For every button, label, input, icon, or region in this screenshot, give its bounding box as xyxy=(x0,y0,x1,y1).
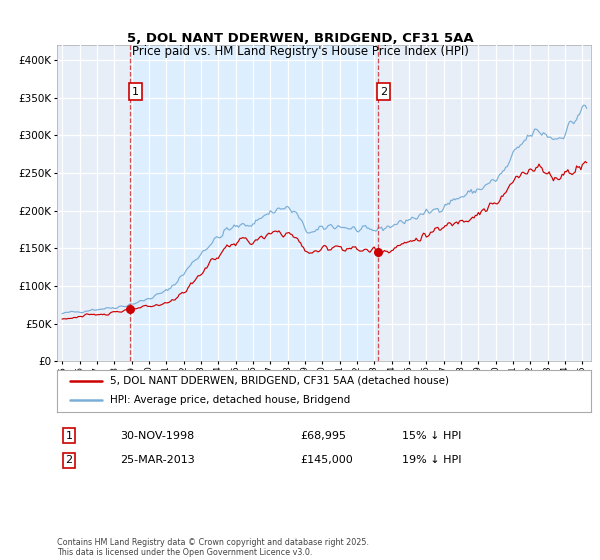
Text: 5, DOL NANT DDERWEN, BRIDGEND, CF31 5AA: 5, DOL NANT DDERWEN, BRIDGEND, CF31 5AA xyxy=(127,32,473,45)
Text: Price paid vs. HM Land Registry's House Price Index (HPI): Price paid vs. HM Land Registry's House … xyxy=(131,45,469,58)
Text: 25-MAR-2013: 25-MAR-2013 xyxy=(120,455,195,465)
Text: 19% ↓ HPI: 19% ↓ HPI xyxy=(402,455,461,465)
Text: 15% ↓ HPI: 15% ↓ HPI xyxy=(402,431,461,441)
Text: 30-NOV-1998: 30-NOV-1998 xyxy=(120,431,194,441)
Text: £145,000: £145,000 xyxy=(300,455,353,465)
Text: 1: 1 xyxy=(65,431,73,441)
Text: 5, DOL NANT DDERWEN, BRIDGEND, CF31 5AA (detached house): 5, DOL NANT DDERWEN, BRIDGEND, CF31 5AA … xyxy=(110,376,449,386)
Text: HPI: Average price, detached house, Bridgend: HPI: Average price, detached house, Brid… xyxy=(110,395,350,405)
Text: 1: 1 xyxy=(132,86,139,96)
Bar xyxy=(130,45,378,361)
Text: 2: 2 xyxy=(65,455,73,465)
Text: £68,995: £68,995 xyxy=(300,431,346,441)
Text: Contains HM Land Registry data © Crown copyright and database right 2025.
This d: Contains HM Land Registry data © Crown c… xyxy=(57,538,369,557)
Text: 2: 2 xyxy=(380,86,387,96)
